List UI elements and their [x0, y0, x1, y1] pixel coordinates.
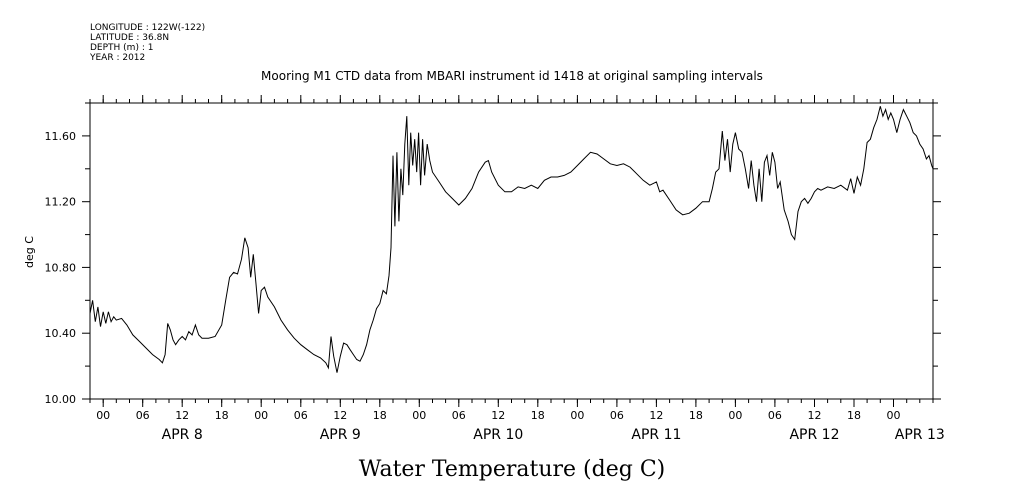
header-latitude: LATITUDE : 36.8N — [90, 33, 169, 43]
y-axis-label: deg C — [23, 236, 36, 268]
x-date-label: APR 13 — [895, 427, 945, 443]
y-tick-label: 10.00 — [45, 393, 77, 406]
x-axis-date-labels: APR 8 APR 9 APR 10 APR 11 APR 12 APR 13 — [162, 427, 945, 443]
x-tick-label: 12 — [808, 409, 822, 422]
x-tick-label: 18 — [531, 409, 545, 422]
minor-ticks — [89, 99, 934, 403]
x-tick-label: 06 — [136, 409, 150, 422]
x-tick-label: 18 — [215, 409, 229, 422]
y-tick-label: 10.80 — [45, 261, 77, 274]
header-info: LONGITUDE : 122W(-122) LATITUDE : 36.8N … — [89, 23, 205, 63]
x-date-label: APR 9 — [320, 427, 361, 443]
x-axis-label: Water Temperature (deg C) — [359, 457, 666, 482]
x-tick-label: 12 — [649, 409, 663, 422]
x-tick-label: 12 — [491, 409, 505, 422]
x-tick-label: 00 — [728, 409, 742, 422]
x-tick-label: 18 — [847, 409, 861, 422]
x-tick-label: 00 — [254, 409, 268, 422]
x-tick-label: 06 — [610, 409, 624, 422]
x-tick-label: 18 — [689, 409, 703, 422]
y-tick-label: 11.60 — [45, 130, 77, 143]
header-longitude: LONGITUDE : 122W(-122) — [90, 23, 205, 33]
x-axis-ticks: 00 06 12 18 00 06 12 18 00 06 12 18 00 06 12 18 00 06 12 18… — [96, 95, 901, 422]
y-axis-ticks: 10.00 10.40 10.80 11.20 11.60 — [45, 102, 941, 406]
x-date-label: APR 11 — [631, 427, 681, 443]
y-tick-label: 10.40 — [45, 327, 77, 340]
x-date-label: APR 8 — [162, 427, 203, 443]
x-tick-label: 12 — [175, 409, 189, 422]
x-tick-label: 00 — [887, 409, 901, 422]
plot-frame — [89, 102, 934, 400]
x-tick-label: 00 — [412, 409, 426, 422]
x-tick-label: 06 — [452, 409, 466, 422]
x-tick-label: 00 — [570, 409, 584, 422]
y-tick-label: 11.20 — [45, 196, 77, 209]
chart-title: Mooring M1 CTD data from MBARI instrumen… — [261, 69, 763, 83]
x-tick-label: 12 — [333, 409, 347, 422]
x-tick-label: 06 — [768, 409, 782, 422]
header-depth: DEPTH (m) : 1 — [90, 43, 153, 53]
header-year: YEAR : 2012 — [89, 53, 145, 63]
x-tick-label: 18 — [373, 409, 387, 422]
x-date-label: APR 10 — [473, 427, 523, 443]
x-date-label: APR 12 — [789, 427, 839, 443]
series-line — [89, 106, 934, 373]
x-tick-label: 06 — [294, 409, 308, 422]
x-tick-label: 00 — [96, 409, 110, 422]
